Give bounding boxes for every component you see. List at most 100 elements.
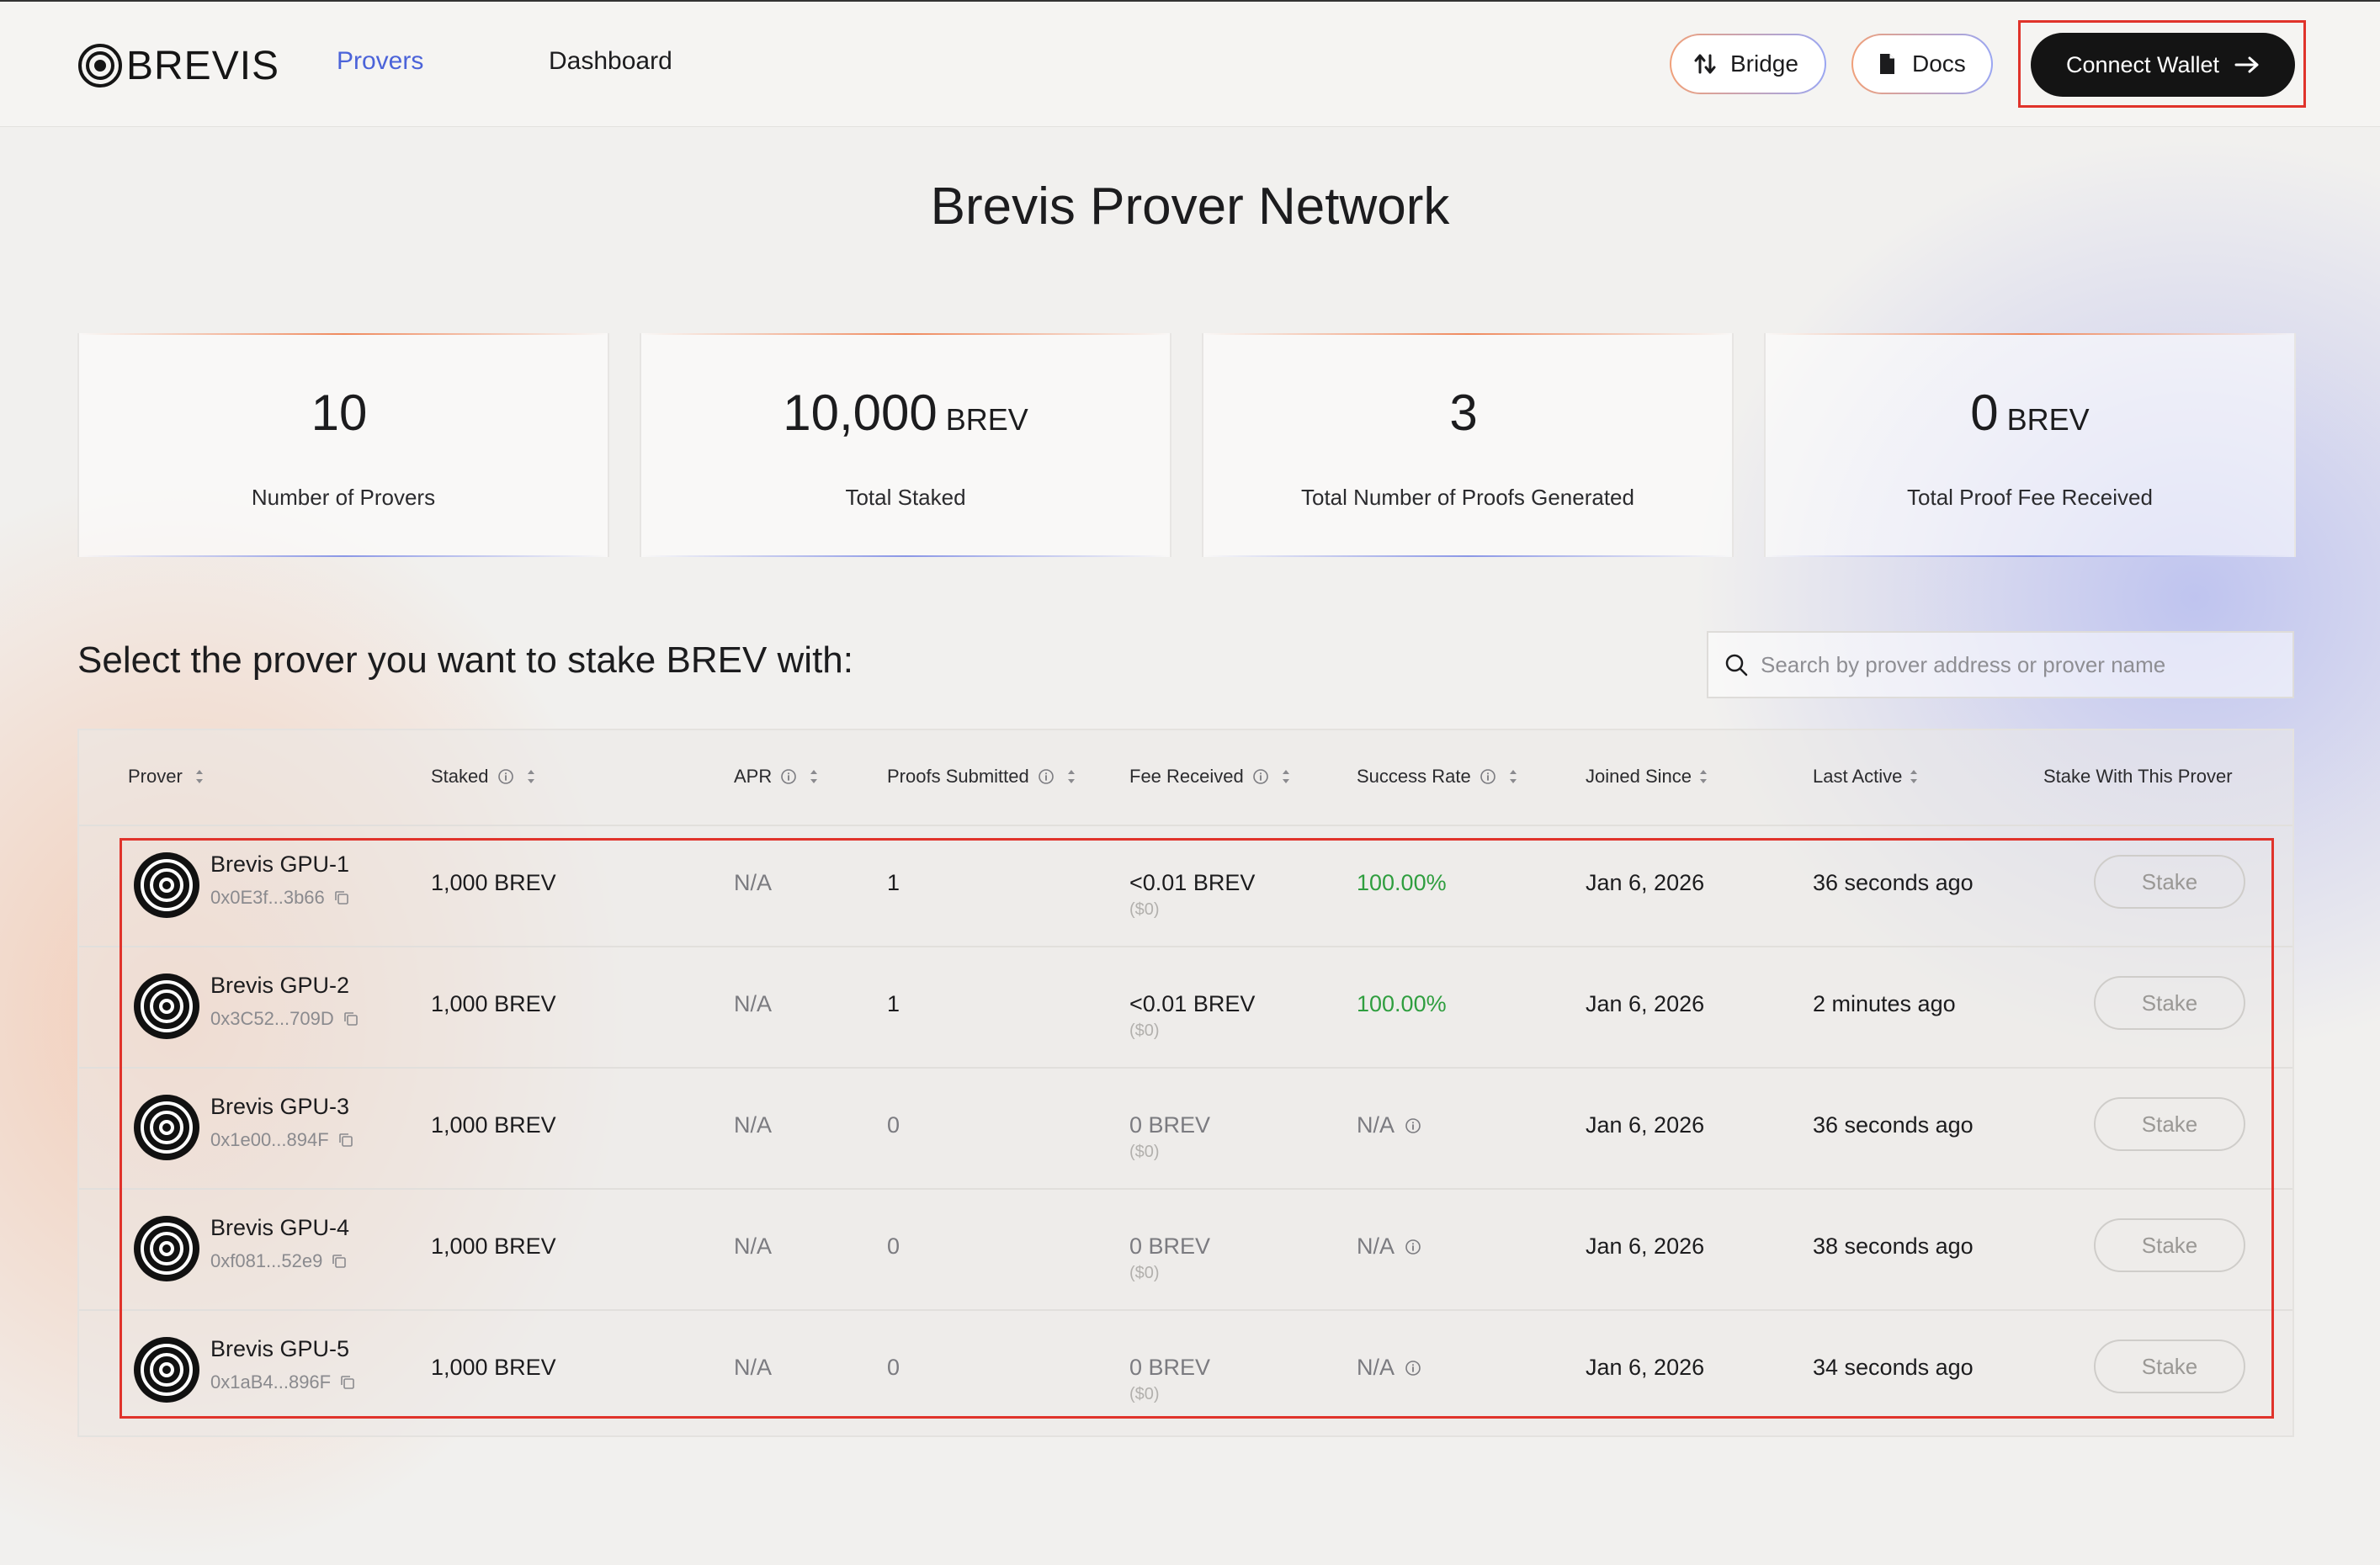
- prover-address: 0x0E3f...3b66: [210, 887, 350, 909]
- copy-icon[interactable]: [343, 1011, 359, 1027]
- stat-label: Total Staked: [845, 485, 966, 510]
- col-header-prover[interactable]: Prover: [128, 766, 205, 788]
- sort-icon: [1910, 770, 1918, 783]
- prover-name[interactable]: Brevis GPU-3: [210, 1094, 350, 1119]
- col-header-joined-since[interactable]: Joined Since: [1586, 766, 1708, 788]
- stat-card-provers: 10 Number of Provers: [77, 333, 609, 557]
- joined-value: Jan 6, 2026: [1586, 870, 1705, 895]
- prover-address: 0x3C52...709D: [210, 1008, 359, 1030]
- fee-value: <0.01 BREV: [1129, 991, 1256, 1016]
- logo-text: BREVIS: [126, 43, 280, 88]
- apr-value: N/A: [734, 1355, 773, 1380]
- stat-card-proofs-generated: 3 Total Number of Proofs Generated: [1202, 333, 1734, 557]
- connect-wallet-label: Connect Wallet: [2065, 51, 2220, 77]
- copy-icon[interactable]: [339, 1374, 356, 1391]
- fee-usd-value: ($0): [1129, 900, 1160, 919]
- info-icon[interactable]: [1405, 1117, 1421, 1134]
- table-row[interactable]: Brevis GPU-2 0x3C52...709D 1,000 BREV N/…: [79, 946, 2292, 1069]
- col-header-staked[interactable]: Staked: [431, 766, 536, 788]
- stake-button[interactable]: Stake: [2094, 1340, 2245, 1393]
- table-row[interactable]: Brevis GPU-1 0x0E3f...3b66 1,000 BREV N/…: [79, 825, 2292, 947]
- bridge-swap-icon: [1694, 54, 1716, 74]
- proofs-value: 1: [887, 870, 900, 895]
- proofs-value: 0: [887, 1355, 900, 1380]
- proofs-value: 0: [887, 1112, 900, 1138]
- joined-value: Jan 6, 2026: [1586, 1112, 1705, 1138]
- brevis-logo-icon: [78, 44, 122, 88]
- proofs-value: 1: [887, 991, 900, 1016]
- prover-name[interactable]: Brevis GPU-5: [210, 1336, 350, 1361]
- staked-value: 1,000 BREV: [431, 870, 556, 895]
- apr-value: N/A: [734, 991, 773, 1016]
- sort-icon: [527, 770, 534, 783]
- page-title: Brevis Prover Network: [930, 178, 1450, 236]
- prover-avatar-icon: [134, 1337, 199, 1403]
- nav-provers-link[interactable]: Provers: [337, 47, 424, 75]
- info-icon: [1480, 769, 1495, 784]
- search-icon: [1725, 654, 1748, 676]
- docs-button[interactable]: Docs: [1851, 34, 1993, 94]
- col-header-proofs-submitted[interactable]: Proofs Submitted: [887, 766, 1076, 788]
- prover-avatar-icon: [134, 973, 199, 1039]
- prover-address: 0x1aB4...896F: [210, 1371, 356, 1393]
- sort-icon: [810, 770, 818, 783]
- sort-icon: [1699, 770, 1707, 783]
- search-box[interactable]: [1707, 631, 2294, 698]
- stake-button[interactable]: Stake: [2094, 976, 2245, 1030]
- nav-dashboard-link[interactable]: Dashboard: [549, 47, 672, 75]
- fee-usd-value: ($0): [1129, 1021, 1160, 1040]
- info-icon[interactable]: [1405, 1360, 1421, 1377]
- stake-button[interactable]: Stake: [2094, 1097, 2245, 1151]
- sort-icon: [1509, 770, 1517, 783]
- stake-button[interactable]: Stake: [2094, 855, 2245, 909]
- last-active-value: 36 seconds ago: [1813, 1112, 1974, 1138]
- col-header-fee-received[interactable]: Fee Received: [1129, 766, 1291, 788]
- fee-usd-value: ($0): [1129, 1385, 1160, 1403]
- fee-value: 0 BREV: [1129, 1112, 1211, 1138]
- top-nav-bar: BREVIS Provers Dashboard Bridge Docs Con…: [0, 2, 2380, 127]
- staked-value: 1,000 BREV: [431, 1355, 556, 1380]
- stat-card-total-staked: 10,000 BREV Total Staked: [640, 333, 1171, 557]
- prover-name[interactable]: Brevis GPU-2: [210, 973, 350, 998]
- brevis-logo[interactable]: BREVIS: [77, 42, 279, 89]
- bridge-button[interactable]: Bridge: [1670, 34, 1826, 94]
- col-header-apr[interactable]: APR: [734, 766, 819, 788]
- info-icon: [1252, 769, 1268, 784]
- staked-value: 1,000 BREV: [431, 1233, 556, 1259]
- stat-value: 0 BREV: [1970, 385, 2090, 441]
- copy-icon[interactable]: [333, 889, 350, 906]
- search-input[interactable]: [1759, 650, 2284, 679]
- stat-value: 10: [311, 385, 368, 441]
- apr-value: N/A: [734, 1112, 773, 1138]
- prover-name[interactable]: Brevis GPU-1: [210, 851, 350, 877]
- info-icon[interactable]: [1405, 1239, 1421, 1255]
- stake-button[interactable]: Stake: [2094, 1218, 2245, 1272]
- prover-avatar-icon: [134, 1095, 199, 1160]
- docs-label: Docs: [1912, 50, 1966, 77]
- col-header-success-rate[interactable]: Success Rate: [1357, 766, 1518, 788]
- prover-name[interactable]: Brevis GPU-4: [210, 1215, 350, 1240]
- sort-icon: [195, 770, 203, 783]
- table-row[interactable]: Brevis GPU-5 0x1aB4...896F 1,000 BREV N/…: [79, 1309, 2292, 1432]
- fee-usd-value: ($0): [1129, 1264, 1160, 1282]
- table-row[interactable]: Brevis GPU-3 0x1e00...894F 1,000 BREV N/…: [79, 1067, 2292, 1190]
- stat-value: 10,000 BREV: [783, 385, 1028, 441]
- proofs-value: 0: [887, 1233, 900, 1259]
- copy-icon[interactable]: [331, 1253, 348, 1270]
- success-rate-value: N/A: [1357, 1233, 1421, 1260]
- apr-value: N/A: [734, 1233, 773, 1259]
- copy-icon[interactable]: [337, 1132, 354, 1149]
- stat-value: 3: [1449, 385, 1478, 441]
- sort-icon: [1067, 770, 1075, 783]
- last-active-value: 36 seconds ago: [1813, 870, 1974, 895]
- col-header-last-active[interactable]: Last Active: [1813, 766, 1919, 788]
- fee-usd-value: ($0): [1129, 1143, 1160, 1161]
- last-active-value: 38 seconds ago: [1813, 1233, 1974, 1259]
- fee-value: <0.01 BREV: [1129, 870, 1256, 895]
- sort-icon: [1282, 770, 1289, 783]
- apr-value: N/A: [734, 870, 773, 895]
- connect-wallet-button[interactable]: Connect Wallet: [2031, 33, 2295, 97]
- stat-label: Total Proof Fee Received: [1907, 485, 2153, 510]
- arrow-right-icon: [2234, 56, 2259, 73]
- table-row[interactable]: Brevis GPU-4 0xf081...52e9 1,000 BREV N/…: [79, 1188, 2292, 1311]
